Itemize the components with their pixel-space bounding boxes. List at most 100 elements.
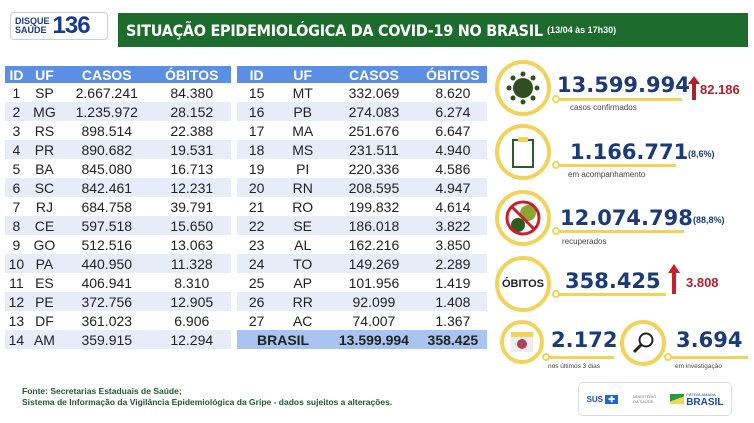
cell-obitos: 4.940: [418, 140, 487, 159]
sus-logo: SUS ✚: [587, 394, 618, 404]
cell-obitos: 15.650: [152, 216, 231, 235]
cell-id: 25: [248, 274, 265, 291]
table-row: 21 RO 199.832 4.614: [237, 197, 487, 216]
ministry-logo: MINISTÉRIO DA SAÚDE: [633, 394, 657, 404]
cell-id: 13: [8, 312, 25, 329]
cell-uf: GO: [33, 236, 56, 253]
table-row: 10 PA 440.950 11.328: [5, 254, 231, 273]
cell-id: 1: [12, 84, 21, 101]
deaths-badge: ÓBITOS: [495, 256, 551, 312]
cell-uf: PB: [276, 102, 330, 121]
disque-saude-logo: DISQUE SAÚDE 136: [10, 12, 108, 40]
cell-id: 6: [5, 178, 28, 197]
total-obitos: 358.425: [418, 330, 487, 349]
cell-uf: RJ: [35, 198, 53, 215]
cell-id: 23: [248, 236, 265, 253]
cell-uf: PE: [27, 292, 62, 311]
government-logos: SUS ✚ MINISTÉRIO DA SAÚDE PÁTRIA AMADA BR…: [578, 382, 732, 416]
cell-uf: RN: [276, 178, 330, 197]
cell-casos: 597.518: [61, 216, 153, 235]
cell-id: 21: [248, 198, 265, 215]
cell-obitos: 4.614: [435, 198, 471, 215]
table-row: 9 GO 512.516 13.063: [5, 235, 231, 254]
table-row: 1 SP 2.667.241 84.380: [5, 83, 231, 102]
cell-id: 9: [12, 236, 21, 253]
table-row: 4 PR 890.682 19.531: [5, 140, 231, 159]
cell-uf: MT: [292, 84, 313, 101]
recent-deaths-value: 2.172: [551, 328, 618, 352]
arrow-up-icon: [688, 76, 700, 100]
arrow-up-icon: [668, 264, 680, 294]
cell-id: 18: [237, 140, 277, 159]
investigation-value: 3.694: [676, 328, 743, 352]
table-row: 12 PE 372.756 12.905: [5, 292, 231, 311]
cell-uf: MS: [276, 140, 330, 159]
cell-id: 26: [237, 292, 277, 311]
clipboard-icon: [495, 124, 551, 180]
cell-obitos: 6.906: [174, 312, 210, 329]
cell-casos: 199.832: [348, 198, 400, 215]
cell-id: 11: [9, 274, 24, 291]
cell-uf: CE: [27, 216, 62, 235]
logo-line1: DISQUE: [15, 16, 50, 26]
calendar-icon: [500, 320, 544, 364]
table-row: 24 TO 149.269 2.289: [237, 254, 487, 273]
table-row: 14 AM 359.915 12.294: [5, 330, 231, 349]
state-table-left: ID UF CASOS ÓBITOS 1 SP 2.667.241 84.380 2 MG 1.23…: [5, 66, 231, 349]
cell-obitos: 1.408: [418, 292, 487, 311]
cell-obitos: 11.328: [152, 254, 231, 273]
cell-uf: SP: [35, 84, 54, 101]
cell-obitos: 12.905: [152, 292, 231, 311]
col-casos: CASOS: [61, 66, 153, 83]
confirmed-increase: 82.186: [700, 82, 740, 97]
table-row: 3 RS 898.514 22.388: [5, 121, 231, 140]
cell-uf: PA: [27, 254, 62, 273]
footnote-line1: Fonte: Secretarias Estaduais de Saúde;: [22, 386, 182, 396]
cell-casos: 406.941: [81, 274, 133, 291]
deaths-value: 358.425: [565, 269, 661, 293]
cell-id: 16: [237, 102, 277, 121]
cell-id: 27: [248, 312, 265, 329]
cell-obitos: 1.367: [435, 312, 471, 329]
col-casos: CASOS: [329, 66, 419, 83]
cell-casos: 149.269: [329, 254, 419, 273]
cell-id: 17: [248, 122, 265, 139]
table-row: 15 MT 332.069 8.620: [237, 83, 487, 102]
deaths-increase: 3.808: [686, 275, 719, 290]
cell-id: 8: [5, 216, 28, 235]
cell-obitos: 6.274: [418, 102, 487, 121]
cell-obitos: 4.947: [418, 178, 487, 197]
cell-obitos: 3.822: [418, 216, 487, 235]
recent-label: nos últimos 3 dias: [548, 363, 601, 370]
confirmed-label: casos confirmados: [570, 103, 637, 112]
cell-casos: 220.336: [348, 160, 400, 177]
cell-uf: AP: [293, 274, 313, 291]
cell-obitos: 12.231: [152, 178, 231, 197]
cell-obitos: 84.380: [170, 84, 214, 101]
cell-uf: AM: [27, 330, 62, 349]
cell-obitos: 16.713: [170, 160, 214, 177]
cell-obitos: 6.647: [435, 122, 471, 139]
cell-casos: 162.216: [348, 236, 400, 253]
table-row: 17 MA 251.676 6.647: [237, 121, 487, 140]
table-row: 6 SC 842.461 12.231: [5, 178, 231, 197]
cell-uf: AC: [292, 312, 313, 329]
cell-casos: 372.756: [61, 292, 153, 311]
cell-id: 7: [12, 198, 21, 215]
cell-uf: SC: [27, 178, 62, 197]
table-row: 5 BA 845.080 16.713: [5, 159, 231, 178]
cell-id: 10: [5, 254, 28, 273]
cell-obitos: 22.388: [170, 122, 214, 139]
col-obitos: ÓBITOS: [418, 66, 487, 83]
table-row: 25 AP 101.956 1.419: [237, 273, 487, 292]
table-row: 19 PI 220.336 4.586: [237, 159, 487, 178]
cell-casos: 74.007: [352, 312, 396, 329]
table-row: 18 MS 231.511 4.940: [237, 140, 487, 159]
source-footnote: Fonte: Secretarias Estaduais de Saúde; Si…: [22, 386, 392, 408]
recovered-label: recuperados: [562, 237, 607, 246]
cell-obitos: 1.419: [435, 274, 471, 291]
cell-casos: 359.915: [61, 330, 153, 349]
cell-uf: SE: [276, 216, 330, 235]
table-row: 2 MG 1.235.972 28.152: [5, 102, 231, 121]
brasil-logo: PÁTRIA AMADA BRASIL: [670, 391, 723, 408]
